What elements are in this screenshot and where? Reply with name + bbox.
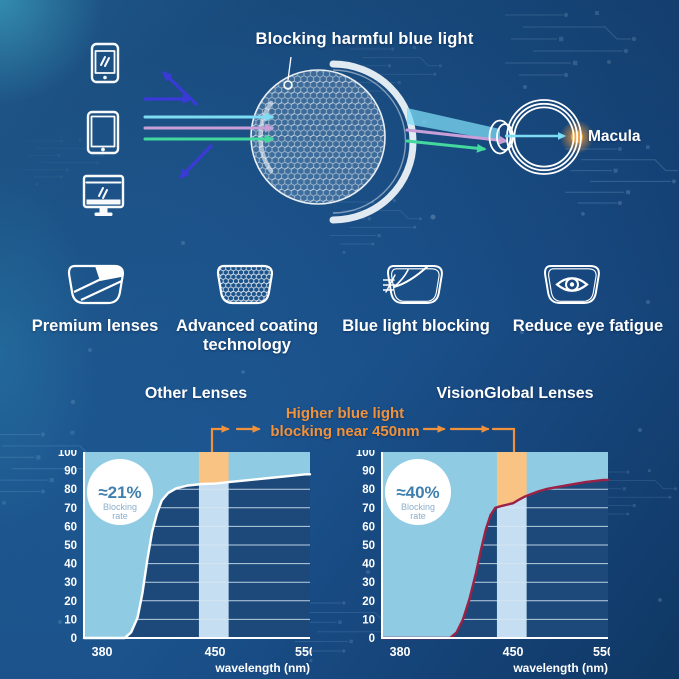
svg-text:40: 40 bbox=[362, 559, 375, 571]
svg-text:70: 70 bbox=[64, 503, 77, 515]
svg-text:wavelength (nm): wavelength (nm) bbox=[214, 661, 310, 675]
svg-text:380: 380 bbox=[390, 645, 411, 659]
coated-lens bbox=[250, 60, 417, 224]
svg-text:50: 50 bbox=[362, 540, 375, 552]
svg-text:100: 100 bbox=[356, 450, 375, 459]
svg-text:0: 0 bbox=[369, 633, 375, 645]
svg-text:≈40%: ≈40% bbox=[396, 483, 439, 502]
hero-title: Blocking harmful blue light bbox=[255, 30, 474, 48]
svg-text:10: 10 bbox=[362, 614, 375, 626]
svg-text:550: 550 bbox=[593, 645, 610, 659]
svg-text:90: 90 bbox=[362, 466, 375, 478]
svg-text:70: 70 bbox=[362, 503, 375, 515]
svg-text:450: 450 bbox=[503, 645, 524, 659]
premium-lens-icon bbox=[67, 264, 125, 305]
tablet-icon bbox=[86, 110, 120, 155]
svg-text:Blocking: Blocking bbox=[103, 502, 137, 512]
svg-text:450: 450 bbox=[205, 645, 226, 659]
svg-text:≈21%: ≈21% bbox=[98, 483, 141, 502]
title-callout-line bbox=[283, 56, 293, 90]
smartphone-icon bbox=[90, 42, 120, 84]
svg-text:20: 20 bbox=[64, 596, 77, 608]
svg-text:20: 20 bbox=[362, 596, 375, 608]
coating-lens-icon bbox=[216, 264, 274, 305]
visionglobal-lenses-chart: ≈40% Blocking rate 0 10 20 30 40 50 60 70 80 90 100 38… bbox=[348, 450, 610, 678]
svg-text:550: 550 bbox=[295, 645, 312, 659]
svg-text:rate: rate bbox=[112, 511, 128, 521]
svg-text:10: 10 bbox=[64, 614, 77, 626]
feature-label-coating: Advanced coating technology bbox=[175, 317, 319, 354]
other-lenses-chart: ≈21% Blocking rate 0 10 20 30 40 50 60 70 80 90 100 38… bbox=[50, 450, 312, 678]
blue-light-blocking-icon bbox=[383, 265, 443, 304]
svg-text:30: 30 bbox=[362, 577, 375, 589]
svg-text:rate: rate bbox=[410, 511, 426, 521]
svg-text:100: 100 bbox=[58, 450, 77, 459]
chart-title-other-lenses: Other Lenses bbox=[144, 385, 248, 402]
svg-text:30: 30 bbox=[64, 577, 77, 589]
eye-fatigue-icon bbox=[544, 265, 600, 304]
monitor-icon bbox=[82, 174, 125, 216]
svg-text:40: 40 bbox=[64, 559, 77, 571]
annotation-line1: Higher blue light bbox=[285, 405, 405, 422]
svg-text:Blocking: Blocking bbox=[401, 502, 435, 512]
svg-text:60: 60 bbox=[362, 521, 375, 533]
svg-text:60: 60 bbox=[64, 521, 77, 533]
incoming-light-rays bbox=[143, 71, 275, 179]
svg-text:wavelength (nm): wavelength (nm) bbox=[512, 661, 608, 675]
blue-light-diagram bbox=[82, 42, 594, 224]
svg-text:380: 380 bbox=[92, 645, 113, 659]
reflected-blue-ray bbox=[179, 144, 213, 179]
svg-text:80: 80 bbox=[64, 484, 77, 496]
feature-label-blocking: Blue light blocking bbox=[342, 317, 490, 335]
feature-label-fatigue: Reduce eye fatigue bbox=[512, 317, 664, 335]
svg-text:0: 0 bbox=[71, 633, 77, 645]
svg-text:90: 90 bbox=[64, 466, 77, 478]
annotation-line2: blocking near 450nm bbox=[270, 423, 420, 440]
svg-text:80: 80 bbox=[362, 484, 375, 496]
feature-label-premium: Premium lenses bbox=[31, 317, 159, 335]
macula-label: Macula bbox=[588, 128, 641, 145]
svg-text:50: 50 bbox=[64, 540, 77, 552]
chart-title-visionglobal-lenses: VisionGlobal Lenses bbox=[436, 385, 594, 402]
